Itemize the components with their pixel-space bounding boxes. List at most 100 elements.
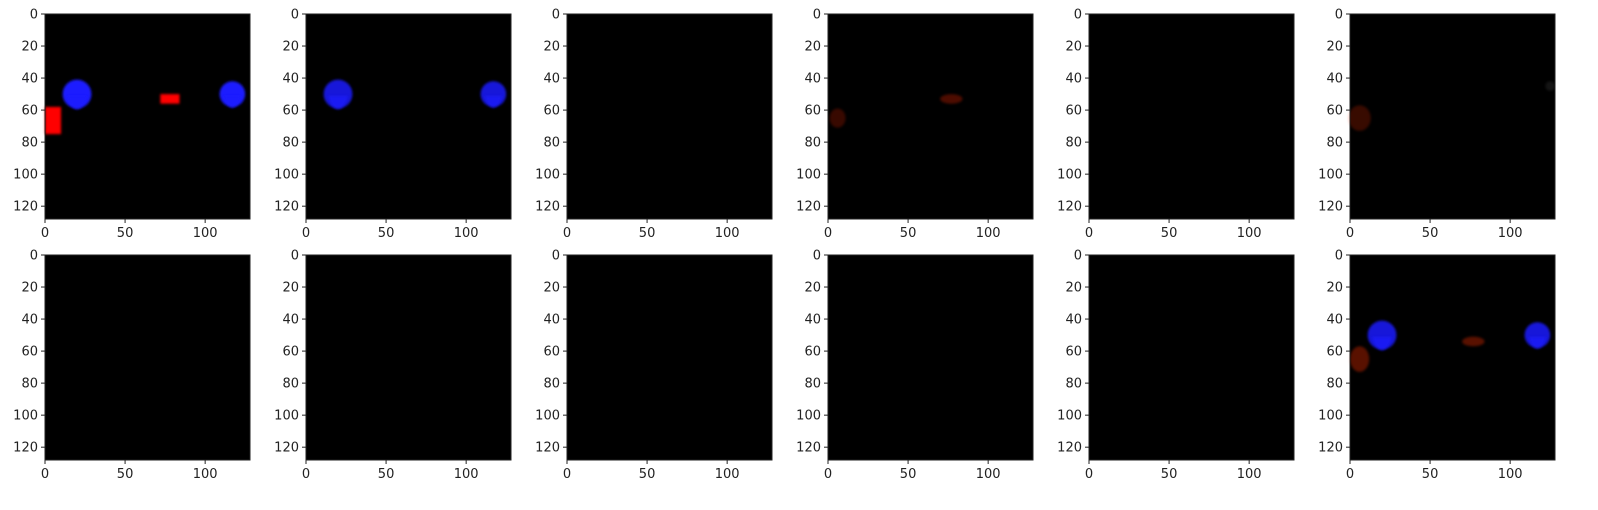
blob-tail-1 (484, 96, 503, 108)
axes-frame (305, 254, 512, 461)
panel-image (1089, 255, 1294, 460)
panel-image (567, 14, 772, 219)
panel-image (1089, 14, 1294, 219)
x-tick-label: 100 (715, 226, 740, 241)
x-tick-label: 50 (117, 226, 134, 241)
blob-2 (160, 94, 180, 104)
y-tick-label: 60 (21, 104, 38, 119)
y-tick-label: 100 (1318, 409, 1343, 424)
x-tick-label: 100 (1498, 226, 1523, 241)
y-tick-label: 20 (1065, 281, 1082, 296)
x-tick-label: 100 (454, 226, 479, 241)
y-tick-label: 100 (796, 409, 821, 424)
y-tick-label: 60 (282, 345, 299, 360)
y-tick-label: 80 (804, 377, 821, 392)
y-tick-label: 20 (21, 40, 38, 55)
blob-1 (1545, 81, 1555, 91)
y-tick-label: 40 (1065, 313, 1082, 328)
panel-image (1350, 255, 1555, 460)
y-tick-label: 80 (21, 136, 38, 151)
y-tick-label: 0 (813, 249, 821, 264)
panel-image (567, 255, 772, 460)
x-tick-label: 0 (1346, 226, 1354, 241)
y-tick-label: 20 (282, 281, 299, 296)
y-tick-label: 40 (1326, 313, 1343, 328)
blob-3 (1350, 346, 1370, 372)
x-tick-label: 50 (639, 226, 656, 241)
y-tick-label: 20 (543, 281, 560, 296)
y-tick-label: 80 (1065, 136, 1082, 151)
y-tick-label: 0 (813, 8, 821, 23)
x-tick-label: 0 (824, 226, 832, 241)
axes-frame (1088, 254, 1295, 461)
x-tick-label: 0 (1085, 467, 1093, 482)
y-tick-label: 40 (804, 313, 821, 328)
y-tick-label: 120 (796, 441, 821, 456)
x-tick-label: 50 (900, 226, 917, 241)
y-tick-label: 100 (535, 409, 560, 424)
y-tick-label: 0 (30, 8, 38, 23)
y-tick-label: 40 (543, 313, 560, 328)
x-tick-label: 50 (639, 467, 656, 482)
y-tick-label: 60 (282, 104, 299, 119)
y-tick-label: 100 (13, 409, 38, 424)
y-tick-label: 100 (535, 168, 560, 183)
axes-frame (1349, 254, 1556, 461)
y-tick-label: 0 (291, 249, 299, 264)
y-tick-label: 80 (804, 136, 821, 151)
y-tick-label: 100 (1318, 168, 1343, 183)
y-tick-label: 20 (543, 40, 560, 55)
y-tick-label: 60 (1065, 104, 1082, 119)
x-tick-label: 0 (302, 226, 310, 241)
y-tick-label: 100 (13, 168, 38, 183)
y-tick-label: 60 (804, 104, 821, 119)
y-tick-label: 100 (1057, 168, 1082, 183)
panel-image (828, 14, 1033, 219)
x-tick-label: 100 (715, 467, 740, 482)
x-tick-label: 100 (193, 226, 218, 241)
panel-image (306, 14, 511, 219)
axes-frame (1088, 13, 1295, 220)
axes-frame (305, 13, 512, 220)
axes-frame (827, 254, 1034, 461)
y-tick-label: 40 (804, 72, 821, 87)
panel-image (1350, 14, 1555, 219)
axes-frame (566, 254, 773, 461)
y-tick-label: 80 (1326, 377, 1343, 392)
y-tick-label: 80 (1326, 136, 1343, 151)
y-tick-label: 20 (804, 40, 821, 55)
y-tick-label: 60 (21, 345, 38, 360)
x-tick-label: 100 (976, 226, 1001, 241)
x-tick-label: 0 (41, 467, 49, 482)
y-tick-label: 0 (1335, 8, 1343, 23)
y-tick-label: 120 (13, 441, 38, 456)
panel-image (828, 255, 1033, 460)
y-tick-label: 40 (21, 72, 38, 87)
y-tick-label: 80 (543, 136, 560, 151)
x-tick-label: 50 (378, 467, 395, 482)
x-tick-label: 100 (976, 467, 1001, 482)
y-tick-label: 120 (535, 441, 560, 456)
y-tick-label: 100 (1057, 409, 1082, 424)
y-tick-label: 120 (274, 200, 299, 215)
y-tick-label: 0 (552, 8, 560, 23)
y-tick-label: 20 (1065, 40, 1082, 55)
y-tick-label: 20 (1326, 40, 1343, 55)
x-tick-label: 0 (563, 467, 571, 482)
blob-tail-0 (1371, 337, 1393, 351)
x-tick-label: 50 (1422, 467, 1439, 482)
y-tick-label: 100 (796, 168, 821, 183)
y-tick-label: 120 (1057, 441, 1082, 456)
y-tick-label: 120 (274, 441, 299, 456)
blob-tail-0 (66, 96, 88, 110)
x-tick-label: 100 (193, 467, 218, 482)
y-tick-label: 100 (274, 168, 299, 183)
y-tick-label: 0 (1074, 249, 1082, 264)
